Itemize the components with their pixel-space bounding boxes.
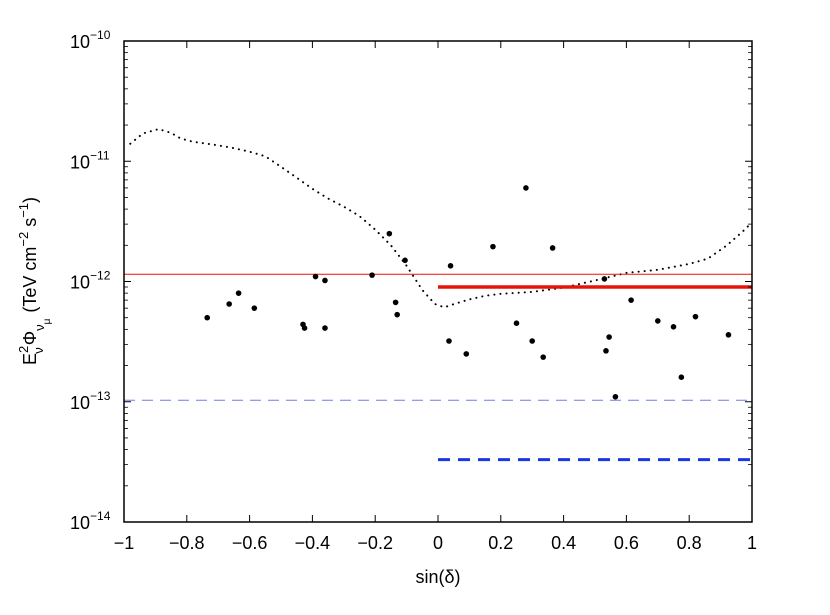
data-point-25 [603, 348, 609, 354]
x-tick-label: 1 [747, 533, 757, 553]
data-point-19 [513, 320, 520, 327]
data-point-2 [226, 301, 232, 307]
x-tick-label: −0.2 [357, 533, 393, 553]
x-axis-label: sin(δ) [415, 567, 460, 587]
x-tick-label: −0.8 [169, 533, 205, 553]
y-label-close: ) [20, 197, 40, 203]
x-tick-label: 0.2 [488, 533, 513, 553]
x-tick-label: 0 [433, 533, 443, 553]
data-point-20 [523, 185, 529, 191]
y-label-Phi-subsub: μ [42, 318, 53, 324]
data-point-23 [549, 245, 556, 251]
y-axis-label: E2νΦνμ(TeV cm−2 s−1) [16, 197, 53, 365]
data-point-13 [394, 311, 400, 318]
x-tick-label: 0.4 [551, 533, 576, 553]
y-tick-label: 10−11 [70, 148, 110, 172]
y-label-E-sup: 2 [16, 346, 31, 353]
y-label-E: E [20, 353, 40, 365]
y-label-cm-exp: −2 [16, 232, 31, 247]
data-point-15 [446, 338, 452, 344]
data-point-30 [670, 324, 677, 330]
y-label-s: s [20, 218, 40, 232]
y-tick-label: 10−13 [70, 389, 111, 413]
data-point-18 [490, 243, 496, 250]
data-point-4 [251, 305, 258, 311]
y-tick-label: 10−10 [70, 28, 111, 52]
data-point-16 [447, 263, 454, 269]
data-point-22 [540, 354, 546, 360]
y-tick-label: 10−12 [70, 269, 111, 293]
data-point-31 [678, 374, 685, 381]
data-point-1 [204, 314, 211, 321]
data-point-26 [606, 334, 612, 340]
data-point-32 [692, 313, 699, 320]
data-point-24 [601, 276, 608, 282]
data-point-21 [529, 338, 535, 344]
data-point-27 [612, 393, 619, 400]
x-tick-label: 0.8 [677, 533, 702, 553]
data-point-17 [463, 351, 470, 357]
svg-text:E2νΦνμ(TeV cm−2 s−1): E2νΦνμ(TeV cm−2 s−1) [16, 197, 53, 365]
data-point-33 [725, 332, 732, 338]
data-point-10 [369, 272, 375, 278]
x-tick-label: 0.6 [614, 533, 639, 553]
data-point-12 [392, 299, 399, 306]
sensitivity-curve [129, 128, 753, 309]
data-point-7 [312, 273, 319, 280]
y-label-Phi: Φ [20, 331, 40, 345]
data-point-3 [235, 290, 242, 296]
x-tick-label: −1 [114, 533, 135, 553]
y-label-E-sub: ν [31, 347, 46, 354]
x-tick-label: −0.6 [232, 533, 268, 553]
data-point-9 [322, 325, 328, 331]
x-axis: −1 −0.8 −0.6 −0.4 −0.2 0 0.2 0.4 0.6 0.8 1 [114, 41, 757, 553]
x-tick-label: −0.4 [295, 533, 331, 553]
y-label-units: (TeV cm [20, 247, 40, 313]
data-point-29 [655, 318, 661, 324]
data-point-14 [402, 257, 408, 264]
data-point-6 [301, 325, 308, 331]
y-tick-label: 10−14 [70, 509, 111, 533]
data-point-8 [322, 277, 328, 284]
y-axis: 10−14 10−13 10−12 10−11 10−10 [70, 28, 752, 533]
data-point-11 [386, 230, 393, 237]
y-label-s-exp: −1 [16, 203, 31, 218]
data-point-28 [628, 297, 634, 303]
y-label-Phi-sub: ν [32, 324, 47, 331]
chart-marks [124, 128, 753, 462]
